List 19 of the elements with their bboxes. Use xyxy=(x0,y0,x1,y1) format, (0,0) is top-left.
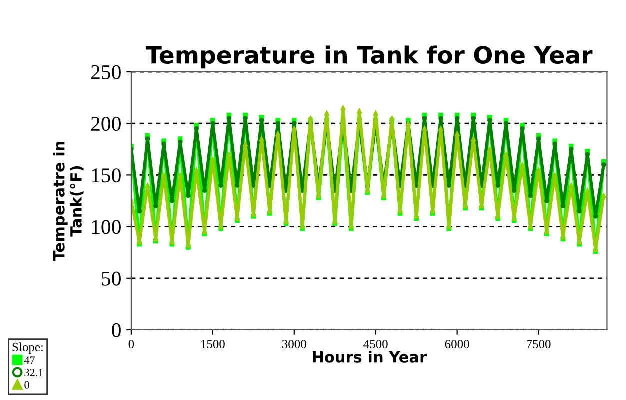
x-tick-label: 7500 xyxy=(527,340,551,349)
y-tick-label: 50 xyxy=(102,272,121,286)
x-tick-label: 0 xyxy=(128,340,134,349)
legend-title: Slope: xyxy=(12,342,43,354)
legend-label: 0 xyxy=(24,381,30,389)
y-tick-label: 100 xyxy=(92,220,121,234)
legend-label: 32.1 xyxy=(24,369,44,377)
x-tick-label: 1500 xyxy=(202,340,225,349)
chart-title: Temperature in Tank for One Year xyxy=(146,46,593,69)
x-tick-label: 3000 xyxy=(282,340,306,349)
y-axis-title: Temperatre in Tank(°F) xyxy=(53,142,84,262)
legend-label: 47 xyxy=(24,356,36,364)
y-tick-label: 0 xyxy=(112,323,121,338)
y-tick-label: 250 xyxy=(91,65,121,80)
x-tick-label: 6000 xyxy=(445,340,470,349)
y-tick-label: 200 xyxy=(91,116,121,132)
y-tick-label: 150 xyxy=(92,168,121,183)
x-axis-title: Hours in Year xyxy=(313,351,428,363)
x-tick-label: 4500 xyxy=(364,340,388,349)
